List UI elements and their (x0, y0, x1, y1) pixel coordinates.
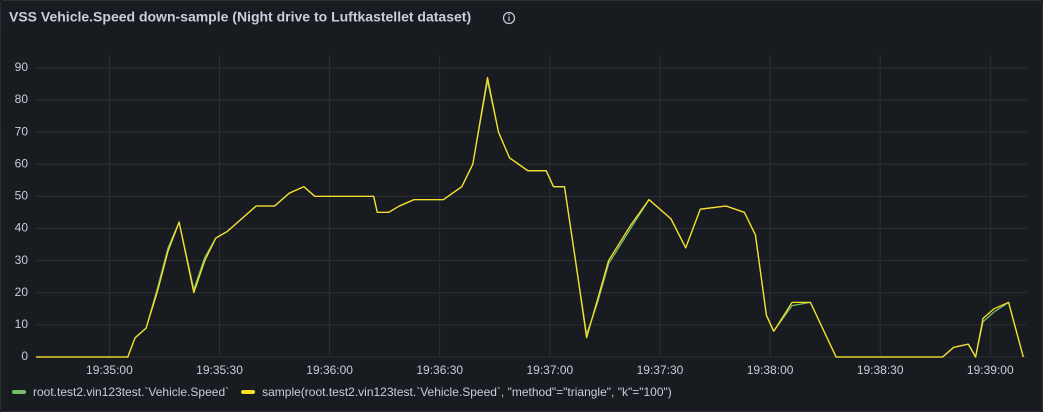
legend-item[interactable]: sample(root.test2.vin123test.`Vehicle.Sp… (241, 385, 672, 399)
info-circle[interactable] (502, 11, 516, 25)
x-tick-label: 19:37:30 (637, 363, 684, 377)
x-tick-label: 19:38:00 (747, 363, 794, 377)
y-tick-label: 90 (15, 60, 29, 74)
x-tick-label: 19:35:30 (196, 363, 243, 377)
y-tick-label: 10 (15, 317, 29, 331)
panel-title: VSS Vehicle.Speed down-sample (Night dri… (9, 9, 471, 25)
series-line (36, 76, 1024, 358)
legend-label[interactable]: root.test2.vin123test.`Vehicle.Speed` (33, 385, 229, 399)
info-dot[interactable] (508, 13, 510, 16)
y-tick-label: 60 (15, 156, 29, 170)
y-tick-label: 40 (15, 221, 29, 235)
y-tick-label: 0 (21, 349, 28, 363)
x-tick-label: 19:38:30 (857, 363, 904, 377)
x-tick-label: 19:36:00 (306, 363, 353, 377)
y-tick-label: 30 (15, 253, 29, 267)
y-tick-label: 50 (15, 189, 29, 203)
x-tick-label: 19:35:00 (86, 363, 133, 377)
legend-label[interactable]: sample(root.test2.vin123test.`Vehicle.Sp… (262, 385, 672, 399)
y-tick-label: 80 (15, 92, 29, 106)
info-icon[interactable] (502, 11, 516, 25)
y-tick-label: 70 (15, 124, 29, 138)
x-tick-label: 19:36:30 (416, 363, 463, 377)
legend-swatch[interactable] (241, 390, 256, 394)
legend-item[interactable]: root.test2.vin123test.`Vehicle.Speed` (12, 385, 229, 399)
legend-swatch[interactable] (12, 390, 26, 394)
y-tick-label: 20 (15, 285, 29, 299)
x-tick-label: 19:39:00 (967, 363, 1014, 377)
x-tick-label: 19:37:00 (526, 363, 573, 377)
